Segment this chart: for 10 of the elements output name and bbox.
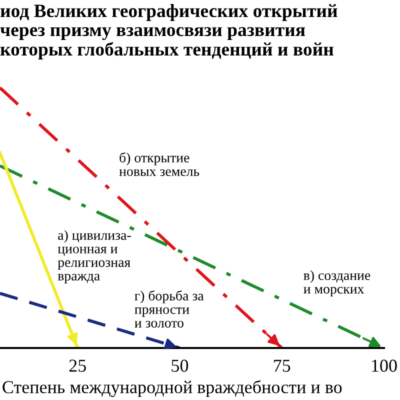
x-axis-title: Степень международной враждебности и во [2,380,342,397]
series-label: в) создание и морских [304,270,370,296]
x-tick-label: 75 [274,360,290,372]
chart-title: иод Великих географических открытий через призму взаимосвязи развития которых глобальных тенденций и войн [0,4,338,60]
x-tick-label: 25 [69,360,86,372]
x-tick-label: 100 [372,360,397,372]
series-label: б) открытие новых земель [119,152,200,176]
series-label: а) цивилиза- ционная и религиозная вражда [58,230,131,284]
series-label: г) борьба за пряности и золото [134,290,204,328]
x-tick-label: 50 [172,360,188,372]
